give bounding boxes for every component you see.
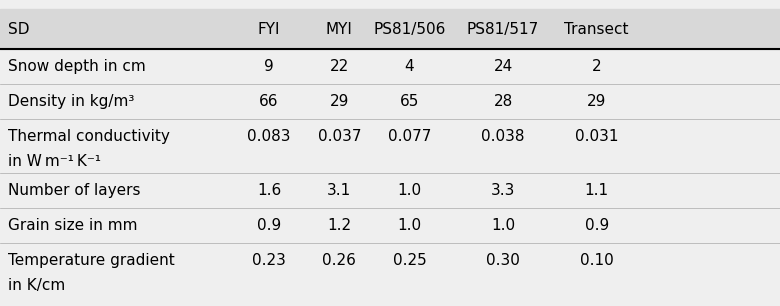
Text: 3.3: 3.3 (491, 183, 516, 198)
Text: MYI: MYI (326, 21, 353, 37)
Text: 9: 9 (264, 59, 274, 74)
Text: 0.10: 0.10 (580, 253, 614, 268)
Text: Density in kg/m³: Density in kg/m³ (8, 94, 134, 109)
Text: 0.25: 0.25 (392, 253, 427, 268)
Text: 0.077: 0.077 (388, 129, 431, 144)
Text: 1.0: 1.0 (491, 218, 515, 233)
Text: 66: 66 (259, 94, 278, 109)
Text: 65: 65 (400, 94, 419, 109)
Text: 29: 29 (587, 94, 606, 109)
Text: in W m⁻¹ K⁻¹: in W m⁻¹ K⁻¹ (8, 154, 101, 169)
Text: 0.9: 0.9 (584, 218, 609, 233)
Text: 0.23: 0.23 (252, 253, 286, 268)
Text: Thermal conductivity: Thermal conductivity (8, 129, 170, 144)
Text: 2: 2 (592, 59, 601, 74)
Text: 0.031: 0.031 (575, 129, 619, 144)
Text: Temperature gradient: Temperature gradient (8, 253, 175, 268)
Text: 0.26: 0.26 (322, 253, 356, 268)
Text: 1.6: 1.6 (257, 183, 282, 198)
Text: 28: 28 (494, 94, 512, 109)
Text: in K/cm: in K/cm (8, 278, 65, 293)
Text: 0.038: 0.038 (481, 129, 525, 144)
Text: Number of layers: Number of layers (8, 183, 140, 198)
Text: Transect: Transect (565, 21, 629, 37)
Text: Grain size in mm: Grain size in mm (8, 218, 137, 233)
Text: 0.037: 0.037 (317, 129, 361, 144)
Text: 29: 29 (330, 94, 349, 109)
Text: PS81/517: PS81/517 (467, 21, 539, 37)
Text: 0.9: 0.9 (257, 218, 282, 233)
Text: SD: SD (8, 21, 30, 37)
Text: 22: 22 (330, 59, 349, 74)
Text: PS81/506: PS81/506 (374, 21, 445, 37)
Text: 3.1: 3.1 (327, 183, 352, 198)
Text: 24: 24 (494, 59, 512, 74)
Text: 4: 4 (405, 59, 414, 74)
Bar (0, 9, 780, 49)
Text: 1.1: 1.1 (585, 183, 608, 198)
Text: 1.0: 1.0 (398, 183, 421, 198)
Text: 1.2: 1.2 (328, 218, 351, 233)
Text: 0.083: 0.083 (247, 129, 291, 144)
Text: 1.0: 1.0 (398, 218, 421, 233)
Text: Snow depth in cm: Snow depth in cm (8, 59, 146, 74)
Text: FYI: FYI (258, 21, 280, 37)
Text: 0.30: 0.30 (486, 253, 520, 268)
